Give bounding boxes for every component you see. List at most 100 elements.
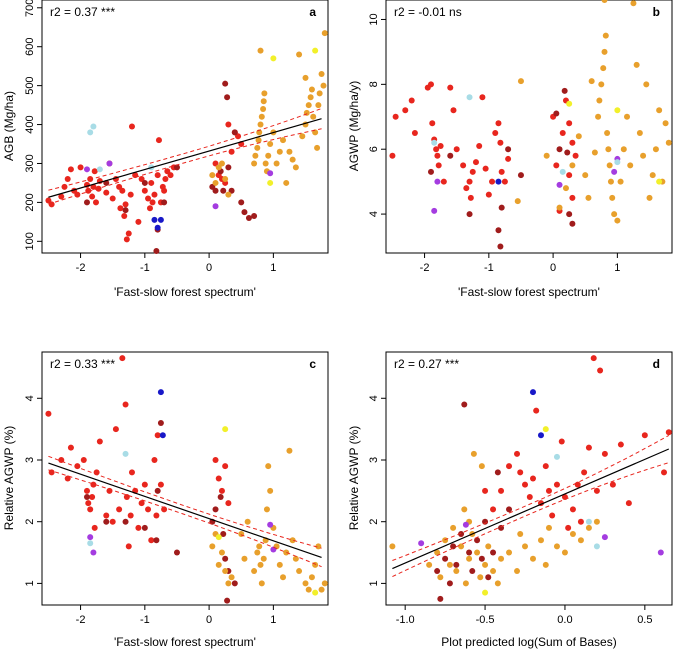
panel-c-xtick-label-0: -2 — [76, 614, 86, 626]
panel-a-point-orange-1 — [212, 179, 219, 186]
panel-d-point-purple-1 — [462, 521, 469, 528]
panel-c-point-orange-18 — [265, 463, 272, 470]
panel-a-point-red-28 — [125, 230, 132, 237]
panel-c-point-purple-0 — [87, 534, 94, 541]
panel-c-point-orange-33 — [315, 543, 322, 550]
panel-a-point-yellow-1 — [270, 55, 277, 62]
panel-b-letter: b — [653, 5, 660, 19]
panel-c-fit — [48, 455, 322, 568]
panel-b-point-darkred-2 — [466, 211, 473, 218]
panel-b-point-orange-39 — [517, 78, 524, 85]
panel-b-point-lightblue-3 — [614, 159, 621, 166]
panel-d-point-orange-15 — [477, 574, 484, 581]
panel-a-point-red-53 — [225, 121, 232, 128]
panel-b-point-darkred-1 — [447, 152, 454, 159]
panel-b-point-red-33 — [505, 155, 512, 162]
panel-c-point-red-5 — [74, 463, 81, 470]
panel-c-point-red-21 — [122, 401, 129, 408]
panel-d-ytick-label-1: 2 — [368, 519, 380, 525]
panel-d-point-darkred-0 — [434, 568, 441, 575]
panel-c-point-red-22 — [123, 494, 130, 501]
panel-a-point-orange-15 — [261, 90, 268, 97]
panel-c-point-red-7 — [83, 487, 90, 494]
panel-d-point-orange-5 — [446, 561, 453, 568]
panel-a-point-red-24 — [119, 187, 126, 194]
panel-d-point-darkred-14 — [494, 469, 501, 476]
panel-c-letter: c — [309, 357, 316, 371]
panel-a-point-orange-8 — [254, 144, 261, 151]
panel-b-point-red-2 — [402, 107, 409, 114]
panel-a-point-orange-34 — [308, 86, 315, 93]
panel-a-r2: r2 = 0.37 *** — [50, 5, 115, 19]
panel-c-point-orange-31 — [308, 574, 315, 581]
panel-a-point-red-2 — [58, 193, 65, 200]
panel-d-xlabel: Plot predicted log(Sum of Bases) — [441, 635, 616, 649]
panel-c-point-red-23 — [125, 543, 132, 550]
panel-a-point-lightblue-2 — [96, 166, 103, 173]
panel-d-point-orange-3 — [437, 574, 444, 581]
panel-a-point-red-1 — [48, 201, 55, 208]
panel-a-point-orange-20 — [267, 141, 274, 148]
panel-a-point-orange-35 — [310, 113, 317, 120]
panel-c-point-darkred-6 — [157, 419, 164, 426]
panel-c-point-red-28 — [138, 500, 145, 507]
panel-d-r2: r2 = 0.27 *** — [394, 357, 459, 371]
panel-d-point-red-26 — [617, 441, 624, 448]
panel-d-point-darkred-4 — [453, 561, 460, 568]
panel-d-point-red-22 — [593, 487, 600, 494]
panel-d-point-lightblue-2 — [585, 518, 592, 525]
panel-b-point-orange-14 — [602, 32, 609, 39]
panel-b-point-orange-11 — [600, 65, 607, 72]
panel-d-fit — [392, 434, 670, 578]
panel-d-point-orange-19 — [490, 568, 497, 575]
panel-c-point-red-9 — [87, 506, 94, 513]
panel-c-point-orange-2 — [215, 561, 222, 568]
panel-c-ytick-label-2: 3 — [24, 457, 36, 463]
panel-c-point-red-32 — [151, 456, 158, 463]
panel-b-point-darkred-6 — [505, 146, 512, 153]
panel-b-point-red-23 — [476, 142, 483, 149]
panel-d-point-orange-6 — [450, 524, 457, 531]
panel-b-point-orange-7 — [591, 149, 598, 156]
panel-c-ytick-label-0: 1 — [24, 580, 36, 586]
panel-b-point-orange-31 — [646, 194, 653, 201]
panel-b-point-orange-33 — [652, 146, 659, 153]
panel-c-point-red-36 — [161, 506, 168, 513]
panel-c-point-darkred-3 — [141, 524, 148, 531]
panel-a-point-red-44 — [161, 187, 168, 194]
panel-b-ytick-label-3: 10 — [368, 13, 380, 25]
panel-d-point-red-28 — [641, 432, 648, 439]
panel-c-point-red-25 — [128, 469, 135, 476]
panel-c-point-orange-11 — [254, 549, 261, 556]
panel-d-point-red-2 — [514, 450, 521, 457]
panel-c-point-blue-0 — [157, 389, 164, 396]
panel-d-point-orange-33 — [577, 537, 584, 544]
panel-b-point-orange-26 — [630, 0, 637, 7]
panel-c-fit-line — [48, 462, 322, 559]
panel-a-point-orange-26 — [286, 148, 293, 155]
panel-a-letter: a — [309, 5, 316, 19]
panel-d-point-orange-29 — [545, 524, 552, 531]
panel-d-point-red-5 — [526, 494, 533, 501]
panel-b-point-red-18 — [463, 185, 470, 192]
panel-a-point-orange-6 — [251, 160, 258, 167]
panel-d-letter: d — [653, 357, 660, 371]
panel-c-point-red-29 — [141, 481, 148, 488]
panel-b-point-red-40 — [569, 139, 576, 146]
panel-b-point-red-29 — [495, 120, 502, 127]
panel-b-point-orange-1 — [562, 185, 569, 192]
panel-a-point-darkred-7 — [173, 164, 180, 171]
panel-d-point-orange-1 — [426, 561, 433, 568]
panel-b: r2 = -0.01 ns b 'Fast-slow forest spectr… — [347, 0, 673, 299]
panel-a-point-orange-13 — [260, 105, 267, 112]
panel-a-point-orange-23 — [276, 148, 283, 155]
panel-b-point-red-39 — [566, 120, 573, 127]
panel-d-point-red-29 — [665, 429, 672, 436]
panel-a-point-blue-2 — [157, 216, 164, 223]
panel-a-point-orange-33 — [307, 94, 314, 101]
panel-a-point-orange-28 — [292, 164, 299, 171]
panel-a-ytick-label-0: 100 — [24, 232, 36, 250]
panel-a-point-red-37 — [148, 179, 155, 186]
panel-a-point-orange-24 — [280, 137, 287, 144]
panel-c-point-red-8 — [85, 500, 92, 507]
